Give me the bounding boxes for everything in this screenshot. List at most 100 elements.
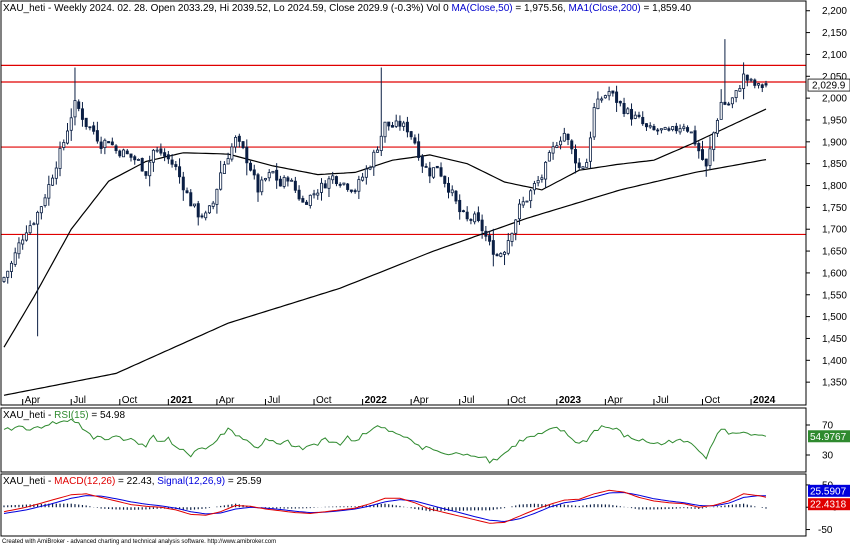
- time-tick-label: Apr: [25, 395, 41, 406]
- candle-up-body: [54, 167, 58, 179]
- candle-up-body: [342, 182, 346, 185]
- candle-up-body: [678, 128, 682, 133]
- candle-up-body: [529, 190, 533, 202]
- candle-down-body: [133, 156, 137, 161]
- candle-down-body: [170, 159, 174, 165]
- macd-badge-label: 22.4318: [810, 500, 847, 511]
- price-tick-label: 1,900: [822, 137, 847, 148]
- candle-down-body: [80, 108, 84, 120]
- time-tick-label: Oct: [316, 395, 332, 406]
- candle-down-body: [166, 154, 170, 160]
- candle-up-body: [663, 127, 667, 130]
- time-x-axis: Apr Jul Oct 2021 Apr Jul Oct 2022 Apr Jul Oct 2023 A…: [22, 395, 776, 406]
- candle-down-body: [480, 219, 484, 232]
- candle-down-body: [760, 84, 764, 88]
- candle-down-body: [409, 131, 413, 138]
- candle-up-body: [21, 239, 25, 245]
- price-tick-label: 1,850: [822, 159, 847, 170]
- signal-badge-box: [808, 484, 850, 497]
- time-tick-label: Apr: [607, 395, 623, 406]
- candle-down-body: [189, 192, 193, 207]
- time-tick-label: 2021: [170, 395, 193, 406]
- macd-panel-frame: [0, 473, 807, 537]
- candle-down-body: [574, 149, 578, 164]
- candle-up-body: [215, 188, 219, 205]
- time-tick-label: Apr: [219, 395, 235, 406]
- candle-down-body: [390, 125, 394, 128]
- price-tick-label: 2,200: [822, 6, 847, 17]
- macd-title-value: = 22.43,: [115, 476, 157, 487]
- macd-signal-title-value: = 25.59: [225, 476, 262, 487]
- candle-up-body: [28, 225, 32, 234]
- candle-down-body: [469, 219, 473, 221]
- candle-down-body: [764, 83, 768, 86]
- candle-down-body: [185, 190, 189, 194]
- candle-down-body: [723, 101, 727, 105]
- ma50-line-group: [3, 108, 767, 348]
- candle-down-body: [237, 135, 241, 142]
- candle-down-body: [245, 146, 249, 164]
- price-tick-label: 1,350: [822, 378, 847, 389]
- candle-up-body: [136, 159, 140, 161]
- candle-up-body: [376, 149, 380, 153]
- time-tick-label: Jul: [267, 395, 280, 406]
- candle-down-body: [439, 167, 443, 177]
- candle-up-body: [271, 170, 275, 174]
- candle-up-body: [226, 158, 230, 165]
- price-tick-label: 1,550: [822, 290, 847, 301]
- candle-up-body: [719, 101, 723, 120]
- candle-up-body: [607, 91, 611, 97]
- candle-down-body: [420, 155, 424, 167]
- candle-down-body: [95, 130, 99, 142]
- candle-down-body: [443, 175, 447, 184]
- candle-down-body: [88, 126, 92, 129]
- candle-down-body: [652, 125, 656, 131]
- candle-up-body: [517, 203, 521, 220]
- candle-up-body: [555, 145, 559, 148]
- signal-badge-label: 25.5907: [810, 486, 847, 497]
- candle-up-body: [383, 121, 387, 138]
- candle-up-body: [600, 98, 604, 101]
- candle-up-body: [192, 203, 196, 207]
- candle-up-body: [757, 83, 761, 86]
- macd-panel: 50 0 -50 25.5907 22.4318 XAU_heti - MACD…: [0, 473, 850, 537]
- candle-up-body: [708, 148, 712, 166]
- price-tick-label: 1,950: [822, 115, 847, 126]
- candle-down-body: [566, 133, 570, 140]
- last-price-badge-box: [807, 78, 850, 92]
- candle-up-body: [585, 162, 589, 168]
- candle-up-body: [551, 146, 555, 154]
- candle-up-body: [521, 201, 525, 206]
- candle-up-body: [499, 253, 503, 257]
- candle-up-body: [738, 88, 742, 92]
- time-tick-label: Apr: [413, 395, 429, 406]
- macd-title-label: MACD(12,26): [54, 476, 115, 487]
- time-tick-label: Jul: [656, 395, 669, 406]
- candle-down-body: [674, 125, 678, 132]
- horizontal-levels: [1, 64, 806, 236]
- candle-up-body: [204, 212, 208, 219]
- candle-down-body: [454, 190, 458, 202]
- candle-down-body: [495, 254, 499, 257]
- candle-down-body: [84, 117, 88, 127]
- candle-down-body: [275, 169, 279, 181]
- rsi-line-group: [3, 418, 767, 464]
- candle-up-body: [372, 151, 376, 168]
- time-tick-label: 2024: [753, 395, 776, 406]
- price-panel: 1,350 1,400 1,450 1,500 1,550 1,600 1,650 1,700…: [0, 0, 850, 406]
- candle-up-body: [312, 193, 316, 196]
- candle-up-body: [544, 161, 548, 180]
- candle-down-body: [181, 176, 185, 191]
- ma200-line: [3, 159, 767, 396]
- macd-badge-box: [808, 498, 850, 511]
- candle-down-body: [110, 141, 114, 146]
- candle-up-body: [473, 213, 477, 223]
- candle-down-body: [252, 169, 256, 176]
- candle-up-body: [222, 164, 226, 174]
- candle-up-body: [547, 152, 551, 162]
- rsi-title-symbol: XAU_heti: [3, 410, 45, 421]
- candle-down-body: [491, 240, 495, 255]
- footer-credit: Created with AmiBroker - advanced charti…: [2, 539, 276, 545]
- candle-down-body: [144, 171, 148, 176]
- candle-down-body: [114, 145, 118, 152]
